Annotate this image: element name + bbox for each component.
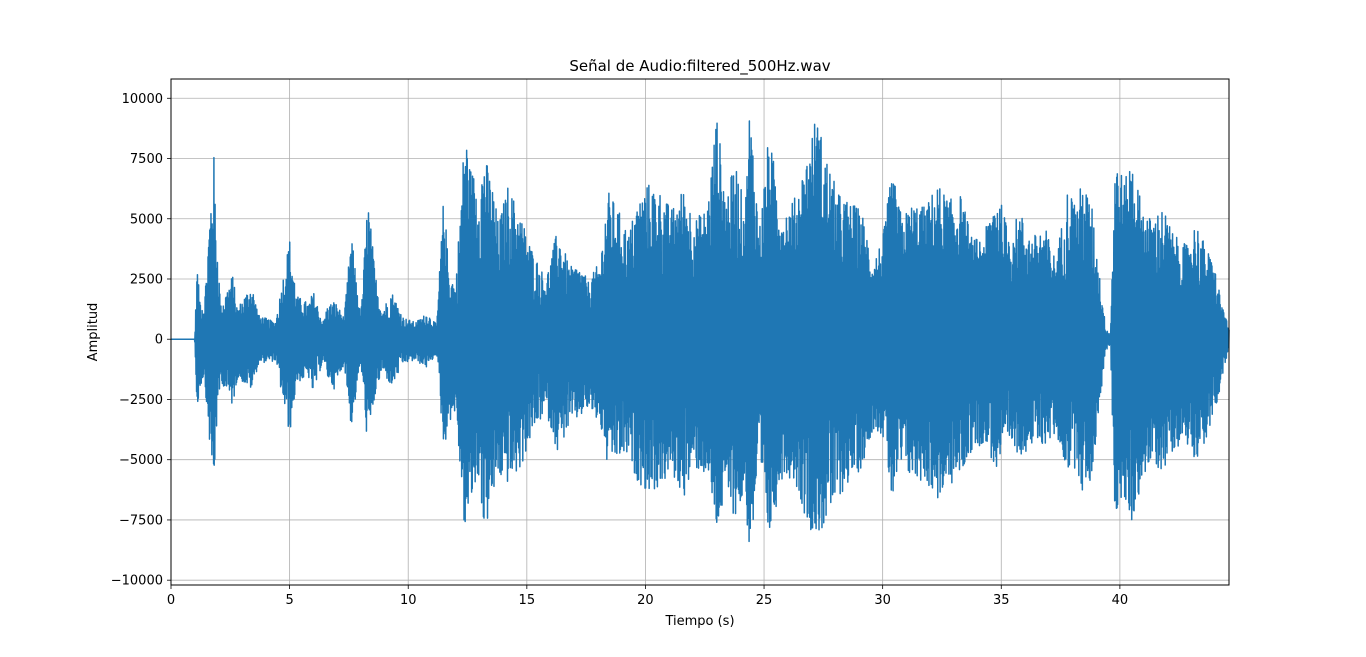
x-tick-label: 30 <box>874 593 891 608</box>
y-axis: 10000 7500 5000 2500 0 −2500 −5000 −7500 −10000 <box>111 92 171 589</box>
y-tick-label: −2500 <box>119 393 163 408</box>
plot-area <box>170 120 1230 543</box>
x-tick-label: 15 <box>519 593 536 608</box>
x-tick-label: 5 <box>285 593 293 608</box>
waveform-series-0 <box>170 120 1230 543</box>
y-tick-label: −7500 <box>119 513 163 528</box>
y-tick-label: −5000 <box>119 453 163 468</box>
chart-title: Señal de Audio:filtered_500Hz.wav <box>569 57 830 76</box>
y-tick-label: −10000 <box>111 574 163 589</box>
x-tick-label: 20 <box>637 593 654 608</box>
y-tick-label: 7500 <box>130 152 163 167</box>
x-axis-label: Tiempo (s) <box>664 614 734 629</box>
x-tick-label: 0 <box>167 593 175 608</box>
y-tick-label: 2500 <box>130 272 163 287</box>
x-tick-label: 40 <box>1112 593 1129 608</box>
axes-frame <box>170 78 1230 586</box>
y-tick-label: 10000 <box>122 92 163 107</box>
y-tick-label: 0 <box>155 333 163 348</box>
x-tick-label: 35 <box>993 593 1010 608</box>
y-tick-label: 5000 <box>130 212 163 227</box>
x-tick-label: 25 <box>756 593 773 608</box>
x-tick-label: 10 <box>400 593 417 608</box>
y-axis-label: Amplitud <box>86 303 101 362</box>
x-axis: 0 5 10 15 20 25 30 35 40 <box>167 585 1128 608</box>
